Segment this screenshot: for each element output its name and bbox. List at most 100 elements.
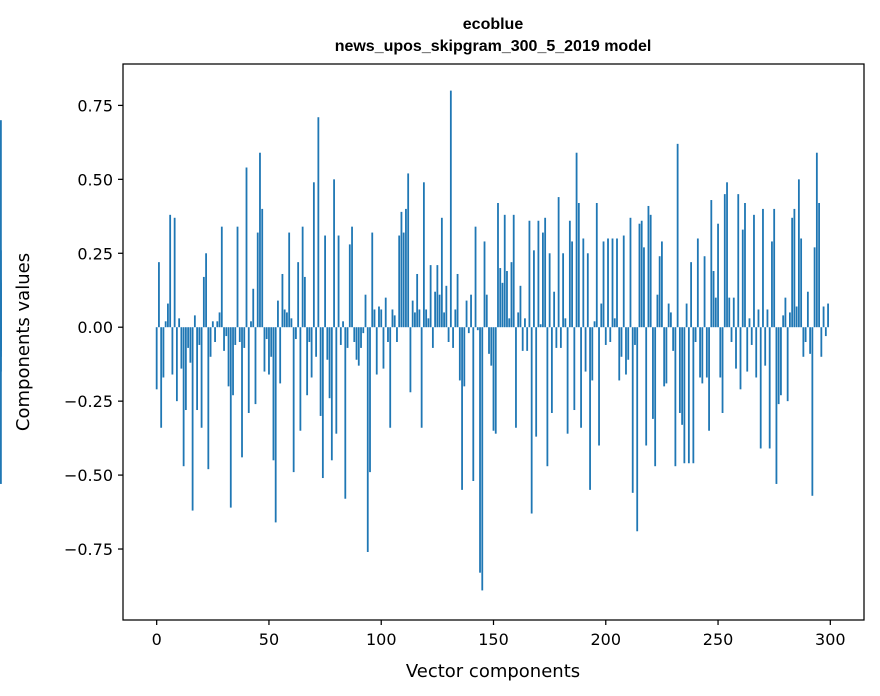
bar-component-169 (535, 327, 537, 436)
bar-component-3 (163, 327, 165, 377)
bar-component-undefined (0, 250, 2, 327)
x-tick-label: 150 (478, 630, 509, 649)
bar-component-94 (367, 327, 369, 552)
bar-component-79 (333, 179, 335, 327)
bar-component-37 (239, 327, 241, 342)
bar-component-19 (198, 327, 200, 345)
x-tick-label: 250 (703, 630, 734, 649)
bar-component-38 (241, 327, 243, 457)
bar-component-261 (742, 230, 744, 328)
bar-component-197 (598, 327, 600, 445)
bar-component-104 (389, 327, 391, 428)
bar-component-276 (776, 327, 778, 484)
bar-component-236 (686, 304, 688, 328)
bar-component-258 (735, 327, 737, 368)
bar-component-182 (564, 318, 566, 327)
bar-component-186 (573, 327, 575, 410)
bar-component-126 (439, 295, 441, 328)
bar-component-134 (457, 274, 459, 327)
bar-component-139 (468, 327, 470, 333)
bar-component-250 (717, 224, 719, 328)
bar-component-66 (304, 277, 306, 327)
bar-component-179 (558, 197, 560, 327)
bar-component-10 (178, 318, 180, 327)
bar-component-226 (663, 327, 665, 386)
bar-component-242 (699, 327, 701, 377)
y-tick-label: 0.25 (77, 244, 113, 263)
bar-component-129 (445, 286, 447, 327)
bar-component-289 (805, 327, 807, 342)
bar-component-234 (681, 327, 683, 425)
bar-component-83 (342, 321, 344, 327)
bar-component-183 (567, 327, 569, 433)
bar-component-166 (529, 221, 531, 327)
bar-component-86 (349, 244, 351, 327)
bar-component-163 (522, 327, 524, 351)
bar-component-170 (538, 221, 540, 327)
bar-component-40 (246, 168, 248, 328)
bar-component-96 (371, 233, 373, 328)
bar-component-34 (232, 327, 234, 395)
bar-component-180 (560, 327, 562, 348)
bar-component-109 (401, 212, 403, 327)
bar-component-231 (674, 327, 676, 466)
bar-component-161 (517, 312, 519, 327)
bar-component-35 (234, 327, 236, 345)
bar-component-279 (782, 315, 784, 327)
bar-component-192 (587, 253, 589, 327)
bar-component-165 (526, 327, 528, 351)
bar-component-173 (544, 218, 546, 327)
bar-component-220 (650, 215, 652, 327)
bar-component-127 (441, 218, 443, 327)
bar-component-85 (347, 327, 349, 348)
y-axis-label: Components values (13, 253, 34, 431)
y-tick-label: 0.50 (77, 170, 113, 189)
bar-component-157 (508, 318, 510, 327)
bar-component-142 (475, 227, 477, 328)
bar-component-118 (421, 327, 423, 428)
x-tick-label: 200 (590, 630, 621, 649)
bar-component-84 (344, 327, 346, 499)
bar-component-57 (284, 309, 286, 327)
bar-component-92 (362, 327, 364, 333)
bar-component-159 (513, 215, 515, 327)
y-axis-ticks: −0.75 −0.50 −0.25 0.00 0.25 0.50 0.75 (64, 96, 123, 559)
bar-component-36 (237, 227, 239, 328)
bar-component-171 (540, 324, 542, 327)
bar-component-22 (205, 253, 207, 327)
y-tick-label: −0.75 (64, 540, 113, 559)
bar-component-248 (713, 271, 715, 327)
bar-component-27 (216, 321, 218, 327)
bar-component-244 (704, 256, 706, 327)
bar-component-210 (627, 327, 629, 360)
bar-component-167 (531, 327, 533, 513)
bar-component-291 (809, 327, 811, 354)
bar-component-214 (636, 327, 638, 531)
bar-component-277 (778, 327, 780, 404)
bar-component-25 (212, 321, 214, 327)
bar-component-262 (744, 203, 746, 327)
bar-component-130 (448, 327, 450, 342)
bar-component-272 (767, 309, 769, 327)
bar-component-14 (187, 327, 189, 348)
chart-subtitle: news_upos_skipgram_300_5_2019 model (335, 38, 652, 55)
bar-component-178 (555, 327, 557, 348)
bar-component-176 (551, 327, 553, 413)
bar-component-216 (641, 221, 643, 327)
bar-component-271 (764, 327, 766, 365)
bar-component-53 (275, 327, 277, 522)
bar-component-81 (338, 236, 340, 328)
bar-component-13 (185, 327, 187, 410)
bar-component-293 (814, 247, 816, 327)
bar-component-61 (293, 327, 295, 472)
bar-component-123 (432, 327, 434, 348)
bar-component-225 (661, 241, 663, 327)
bar-component-80 (335, 327, 337, 433)
bar-component-187 (576, 153, 578, 327)
bar-component-215 (639, 224, 641, 328)
bar-component-203 (612, 238, 614, 327)
bar-component-119 (423, 182, 425, 327)
bar-component-260 (740, 327, 742, 389)
bar-component-82 (340, 327, 342, 345)
bar-component-273 (769, 327, 771, 448)
